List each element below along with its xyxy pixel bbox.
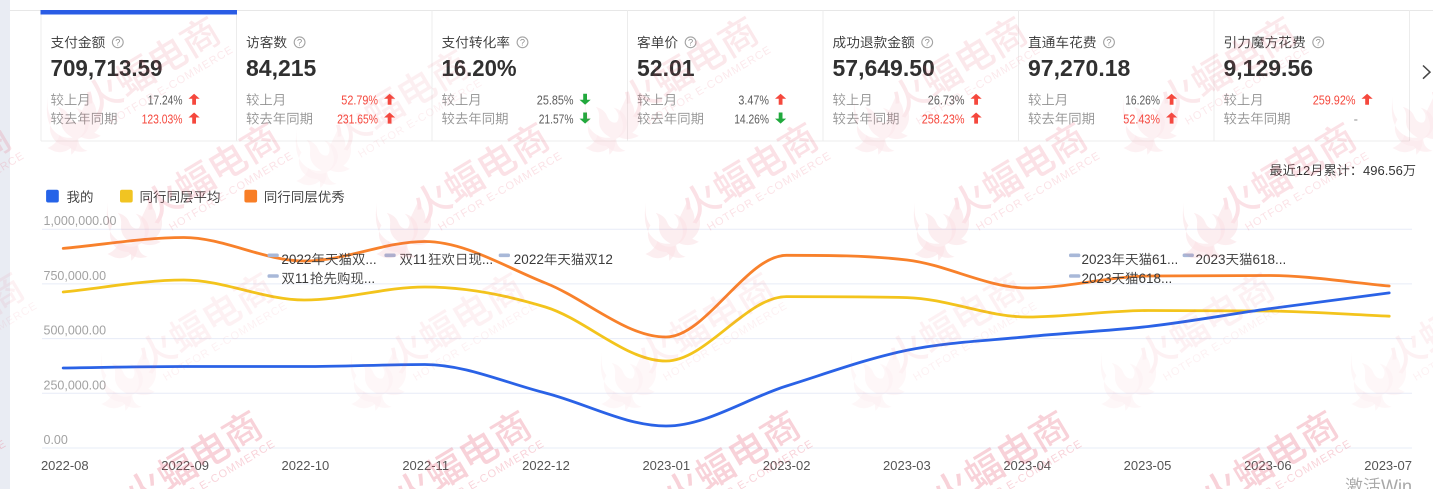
- svg-text:250,000.00: 250,000.00: [44, 378, 107, 392]
- svg-text:2022-08: 2022-08: [41, 458, 89, 473]
- svg-text:12: 12: [598, 252, 613, 267]
- svg-text:-: -: [1354, 111, 1358, 126]
- svg-text:Win: Win: [1381, 477, 1412, 489]
- svg-text:2023: 2023: [1082, 252, 1112, 267]
- svg-text:11: 11: [295, 271, 309, 286]
- svg-text:?: ?: [1316, 38, 1321, 48]
- svg-text:16.26%: 16.26%: [1125, 93, 1160, 108]
- svg-text:25.85%: 25.85%: [537, 93, 574, 108]
- svg-text:500,000.00: 500,000.00: [44, 324, 107, 338]
- svg-text:21.57%: 21.57%: [539, 111, 574, 126]
- svg-text:2022-12: 2022-12: [522, 458, 570, 473]
- svg-text:2022: 2022: [281, 252, 311, 267]
- svg-text:2023: 2023: [1082, 271, 1112, 286]
- svg-text:0.00: 0.00: [44, 433, 68, 447]
- svg-text:?: ?: [297, 38, 302, 48]
- svg-text:2023-05: 2023-05: [1124, 458, 1172, 473]
- svg-text:496.56: 496.56: [1363, 163, 1403, 178]
- svg-text:14.26%: 14.26%: [734, 111, 769, 126]
- svg-text:618...: 618...: [1253, 252, 1287, 267]
- svg-text:123.03%: 123.03%: [142, 111, 183, 126]
- svg-text:2022-11: 2022-11: [402, 458, 449, 473]
- svg-text:?: ?: [520, 38, 525, 48]
- svg-text:3.47%: 3.47%: [738, 93, 769, 108]
- svg-text:61...: 61...: [1152, 252, 1178, 267]
- svg-text:2023-07: 2023-07: [1364, 458, 1412, 473]
- svg-text:...: ...: [364, 271, 375, 286]
- svg-text:57,649.50: 57,649.50: [833, 55, 935, 81]
- svg-text:11: 11: [413, 252, 427, 267]
- svg-text:618...: 618...: [1139, 271, 1173, 286]
- svg-text:1,000,000.00: 1,000,000.00: [44, 214, 117, 228]
- svg-text:2023-03: 2023-03: [883, 458, 931, 473]
- svg-text:...: ...: [365, 252, 376, 267]
- svg-text:?: ?: [925, 38, 930, 48]
- svg-text:2022: 2022: [514, 252, 544, 267]
- svg-text:750,000.00: 750,000.00: [44, 269, 107, 283]
- svg-text:84,215: 84,215: [246, 55, 317, 81]
- svg-text:?: ?: [1106, 38, 1111, 48]
- svg-text:2023-01: 2023-01: [642, 458, 690, 473]
- svg-text:97,270.18: 97,270.18: [1028, 55, 1131, 81]
- svg-text:2022-10: 2022-10: [282, 458, 330, 473]
- svg-text:259.92%: 259.92%: [1313, 93, 1356, 108]
- svg-text:...: ...: [482, 252, 493, 267]
- svg-text:?: ?: [115, 38, 120, 48]
- svg-text:?: ?: [688, 38, 693, 48]
